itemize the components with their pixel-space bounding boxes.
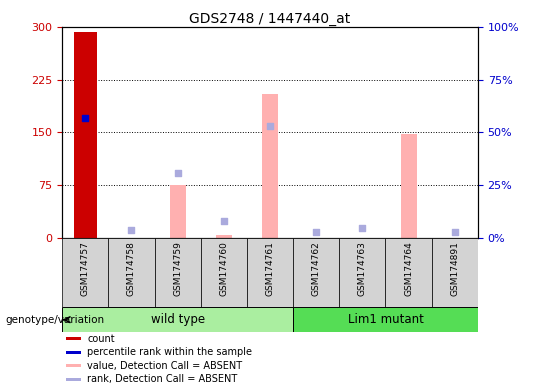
Text: GSM174764: GSM174764	[404, 242, 413, 296]
Point	[358, 224, 367, 230]
Bar	[293, 307, 478, 332]
Bar	[401, 134, 417, 238]
Bar	[386, 238, 431, 307]
Bar	[339, 238, 386, 307]
Text: GSM174759: GSM174759	[173, 242, 182, 296]
Point	[127, 227, 136, 233]
Text: percentile rank within the sample: percentile rank within the sample	[87, 348, 252, 358]
Text: Lim1 mutant: Lim1 mutant	[348, 313, 423, 326]
Text: wild type: wild type	[151, 313, 205, 326]
Bar	[109, 238, 154, 307]
Text: count: count	[87, 334, 114, 344]
Text: GSM174762: GSM174762	[312, 242, 321, 296]
Text: GSM174761: GSM174761	[266, 242, 274, 296]
Bar	[293, 238, 339, 307]
Text: rank, Detection Call = ABSENT: rank, Detection Call = ABSENT	[87, 374, 237, 384]
Text: GSM174760: GSM174760	[219, 242, 228, 296]
Title: GDS2748 / 1447440_at: GDS2748 / 1447440_at	[190, 12, 350, 26]
Bar	[62, 238, 109, 307]
Text: value, Detection Call = ABSENT: value, Detection Call = ABSENT	[87, 361, 242, 371]
Point	[81, 114, 90, 121]
Bar	[215, 235, 232, 238]
Text: GSM174763: GSM174763	[358, 242, 367, 296]
Bar	[62, 307, 293, 332]
Bar	[66, 351, 81, 354]
Text: GSM174891: GSM174891	[450, 242, 460, 296]
Point	[266, 123, 274, 129]
Bar	[201, 238, 247, 307]
Text: genotype/variation: genotype/variation	[5, 314, 105, 325]
Bar	[66, 378, 81, 381]
Text: GSM174758: GSM174758	[127, 242, 136, 296]
Point	[173, 170, 182, 176]
Text: GSM174757: GSM174757	[80, 242, 90, 296]
Bar	[66, 338, 81, 340]
Point	[450, 228, 459, 235]
Bar	[431, 238, 478, 307]
Bar	[154, 238, 201, 307]
Bar	[170, 185, 186, 238]
Point	[219, 218, 228, 224]
Point	[312, 228, 321, 235]
Bar	[73, 32, 97, 238]
Bar	[66, 364, 81, 367]
Bar	[262, 94, 278, 238]
Bar	[247, 238, 293, 307]
